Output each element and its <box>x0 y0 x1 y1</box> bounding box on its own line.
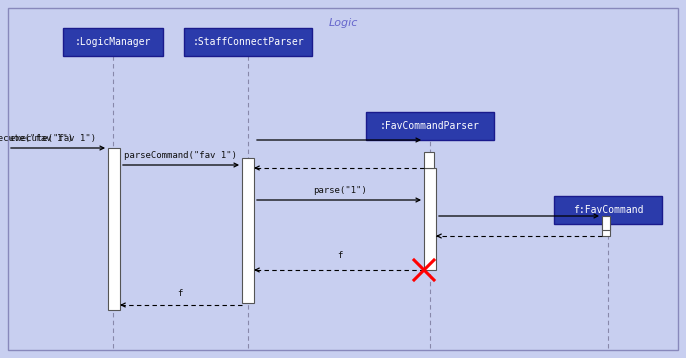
Text: :LogicManager: :LogicManager <box>75 37 151 47</box>
Bar <box>554 196 662 224</box>
Text: parse("1"): parse("1") <box>313 186 367 195</box>
Bar <box>184 28 312 56</box>
Bar <box>602 216 610 236</box>
Text: f: f <box>177 289 182 298</box>
Bar <box>242 158 254 303</box>
Text: parseCommand("fav 1"): parseCommand("fav 1") <box>123 151 237 160</box>
Bar <box>366 112 494 140</box>
Bar <box>63 28 163 56</box>
Bar <box>424 168 436 270</box>
Bar <box>108 148 120 310</box>
Bar <box>602 216 610 230</box>
Text: f:FavCommand: f:FavCommand <box>573 205 643 215</box>
Text: :StaffConnectParser: :StaffConnectParser <box>192 37 304 47</box>
Text: execute("fav 1"): execute("fav 1") <box>0 134 73 143</box>
Text: Logic: Logic <box>329 18 357 28</box>
Text: f: f <box>338 251 343 260</box>
Text: :FavCommandParser: :FavCommandParser <box>380 121 480 131</box>
Text: execute("fav 1"): execute("fav 1") <box>10 134 96 143</box>
Bar <box>424 152 434 168</box>
